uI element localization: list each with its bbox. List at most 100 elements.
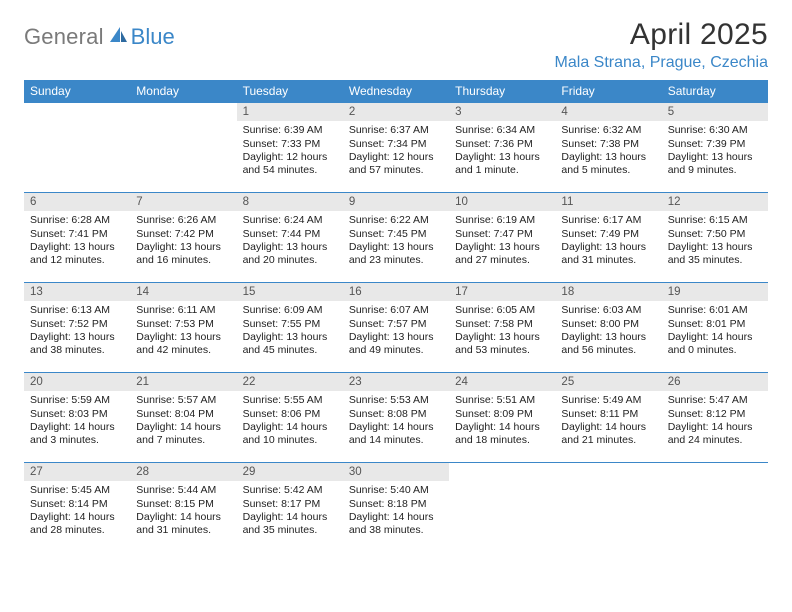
weekday-label: Saturday xyxy=(662,80,768,102)
daylight-line: Daylight: 13 hours and 49 minutes. xyxy=(349,331,443,357)
day-details: Sunrise: 6:11 AMSunset: 7:53 PMDaylight:… xyxy=(130,301,236,361)
sunset-line: Sunset: 7:47 PM xyxy=(455,228,549,241)
weekday-label: Sunday xyxy=(24,80,130,102)
day-number: 5 xyxy=(662,103,768,121)
day-details: Sunrise: 6:32 AMSunset: 7:38 PMDaylight:… xyxy=(555,121,661,181)
day-number: 25 xyxy=(555,373,661,391)
brand-logo: General Blue xyxy=(24,18,175,50)
day-number: 23 xyxy=(343,373,449,391)
day-number: 9 xyxy=(343,193,449,211)
sunrise-line: Sunrise: 6:07 AM xyxy=(349,304,443,317)
day-number: 18 xyxy=(555,283,661,301)
day-number: 27 xyxy=(24,463,130,481)
header-row: General Blue April 2025 Mala Strana, Pra… xyxy=(24,18,768,72)
sunset-line: Sunset: 8:18 PM xyxy=(349,498,443,511)
sail-icon xyxy=(108,26,128,49)
calendar-body: 1Sunrise: 6:39 AMSunset: 7:33 PMDaylight… xyxy=(24,102,768,546)
day-number: 30 xyxy=(343,463,449,481)
daylight-line: Daylight: 14 hours and 28 minutes. xyxy=(30,511,124,537)
sunset-line: Sunset: 7:55 PM xyxy=(243,318,337,331)
day-number: 4 xyxy=(555,103,661,121)
daylight-line: Daylight: 13 hours and 27 minutes. xyxy=(455,241,549,267)
day-details: Sunrise: 6:22 AMSunset: 7:45 PMDaylight:… xyxy=(343,211,449,271)
day-number: 17 xyxy=(449,283,555,301)
day-number: 24 xyxy=(449,373,555,391)
calendar-cell: 23Sunrise: 5:53 AMSunset: 8:08 PMDayligh… xyxy=(343,372,449,456)
weekday-label: Tuesday xyxy=(237,80,343,102)
calendar-cell: 2Sunrise: 6:37 AMSunset: 7:34 PMDaylight… xyxy=(343,102,449,186)
day-details: Sunrise: 6:37 AMSunset: 7:34 PMDaylight:… xyxy=(343,121,449,181)
calendar-cell: 6Sunrise: 6:28 AMSunset: 7:41 PMDaylight… xyxy=(24,192,130,276)
day-details: Sunrise: 5:51 AMSunset: 8:09 PMDaylight:… xyxy=(449,391,555,451)
day-number: 8 xyxy=(237,193,343,211)
sunrise-line: Sunrise: 6:11 AM xyxy=(136,304,230,317)
day-number: 11 xyxy=(555,193,661,211)
calendar-cell: 14Sunrise: 6:11 AMSunset: 7:53 PMDayligh… xyxy=(130,282,236,366)
day-details: Sunrise: 5:59 AMSunset: 8:03 PMDaylight:… xyxy=(24,391,130,451)
daylight-line: Daylight: 13 hours and 5 minutes. xyxy=(561,151,655,177)
sunrise-line: Sunrise: 6:05 AM xyxy=(455,304,549,317)
weekday-label: Wednesday xyxy=(343,80,449,102)
daylight-line: Daylight: 14 hours and 14 minutes. xyxy=(349,421,443,447)
calendar-cell-empty xyxy=(449,462,555,546)
calendar-cell: 13Sunrise: 6:13 AMSunset: 7:52 PMDayligh… xyxy=(24,282,130,366)
sunset-line: Sunset: 7:41 PM xyxy=(30,228,124,241)
daylight-line: Daylight: 14 hours and 21 minutes. xyxy=(561,421,655,447)
day-number: 10 xyxy=(449,193,555,211)
weekday-label: Monday xyxy=(130,80,236,102)
sunset-line: Sunset: 7:38 PM xyxy=(561,138,655,151)
sunrise-line: Sunrise: 6:22 AM xyxy=(349,214,443,227)
sunset-line: Sunset: 7:57 PM xyxy=(349,318,443,331)
sunrise-line: Sunrise: 5:45 AM xyxy=(30,484,124,497)
sunset-line: Sunset: 8:11 PM xyxy=(561,408,655,421)
day-details: Sunrise: 5:53 AMSunset: 8:08 PMDaylight:… xyxy=(343,391,449,451)
sunrise-line: Sunrise: 6:19 AM xyxy=(455,214,549,227)
sunrise-line: Sunrise: 6:24 AM xyxy=(243,214,337,227)
sunrise-line: Sunrise: 5:53 AM xyxy=(349,394,443,407)
sunset-line: Sunset: 7:45 PM xyxy=(349,228,443,241)
sunset-line: Sunset: 8:03 PM xyxy=(30,408,124,421)
sunset-line: Sunset: 8:06 PM xyxy=(243,408,337,421)
sunset-line: Sunset: 7:50 PM xyxy=(668,228,762,241)
sunrise-line: Sunrise: 5:57 AM xyxy=(136,394,230,407)
calendar-cell-empty xyxy=(24,102,130,186)
calendar-cell-empty xyxy=(662,462,768,546)
daylight-line: Daylight: 13 hours and 35 minutes. xyxy=(668,241,762,267)
daylight-line: Daylight: 14 hours and 24 minutes. xyxy=(668,421,762,447)
daylight-line: Daylight: 13 hours and 42 minutes. xyxy=(136,331,230,357)
sunrise-line: Sunrise: 6:30 AM xyxy=(668,124,762,137)
calendar-cell: 25Sunrise: 5:49 AMSunset: 8:11 PMDayligh… xyxy=(555,372,661,456)
daylight-line: Daylight: 13 hours and 12 minutes. xyxy=(30,241,124,267)
calendar-cell: 4Sunrise: 6:32 AMSunset: 7:38 PMDaylight… xyxy=(555,102,661,186)
day-details: Sunrise: 5:40 AMSunset: 8:18 PMDaylight:… xyxy=(343,481,449,541)
sunset-line: Sunset: 7:58 PM xyxy=(455,318,549,331)
calendar-cell: 19Sunrise: 6:01 AMSunset: 8:01 PMDayligh… xyxy=(662,282,768,366)
day-number: 20 xyxy=(24,373,130,391)
day-number: 16 xyxy=(343,283,449,301)
sunset-line: Sunset: 7:34 PM xyxy=(349,138,443,151)
sunrise-line: Sunrise: 6:26 AM xyxy=(136,214,230,227)
day-number: 28 xyxy=(130,463,236,481)
calendar-cell-empty xyxy=(130,102,236,186)
calendar-cell: 7Sunrise: 6:26 AMSunset: 7:42 PMDaylight… xyxy=(130,192,236,276)
day-details: Sunrise: 6:26 AMSunset: 7:42 PMDaylight:… xyxy=(130,211,236,271)
daylight-line: Daylight: 13 hours and 20 minutes. xyxy=(243,241,337,267)
sunrise-line: Sunrise: 5:59 AM xyxy=(30,394,124,407)
daylight-line: Daylight: 13 hours and 1 minute. xyxy=(455,151,549,177)
daylight-line: Daylight: 13 hours and 56 minutes. xyxy=(561,331,655,357)
day-number: 22 xyxy=(237,373,343,391)
calendar-cell: 26Sunrise: 5:47 AMSunset: 8:12 PMDayligh… xyxy=(662,372,768,456)
daylight-line: Daylight: 13 hours and 45 minutes. xyxy=(243,331,337,357)
calendar-cell: 22Sunrise: 5:55 AMSunset: 8:06 PMDayligh… xyxy=(237,372,343,456)
day-details: Sunrise: 6:17 AMSunset: 7:49 PMDaylight:… xyxy=(555,211,661,271)
sunset-line: Sunset: 7:33 PM xyxy=(243,138,337,151)
calendar-cell: 15Sunrise: 6:09 AMSunset: 7:55 PMDayligh… xyxy=(237,282,343,366)
sunset-line: Sunset: 8:08 PM xyxy=(349,408,443,421)
calendar-cell: 27Sunrise: 5:45 AMSunset: 8:14 PMDayligh… xyxy=(24,462,130,546)
day-details: Sunrise: 6:07 AMSunset: 7:57 PMDaylight:… xyxy=(343,301,449,361)
day-details: Sunrise: 5:45 AMSunset: 8:14 PMDaylight:… xyxy=(24,481,130,541)
day-details: Sunrise: 5:44 AMSunset: 8:15 PMDaylight:… xyxy=(130,481,236,541)
sunrise-line: Sunrise: 6:03 AM xyxy=(561,304,655,317)
calendar-cell-empty xyxy=(555,462,661,546)
sunset-line: Sunset: 7:42 PM xyxy=(136,228,230,241)
